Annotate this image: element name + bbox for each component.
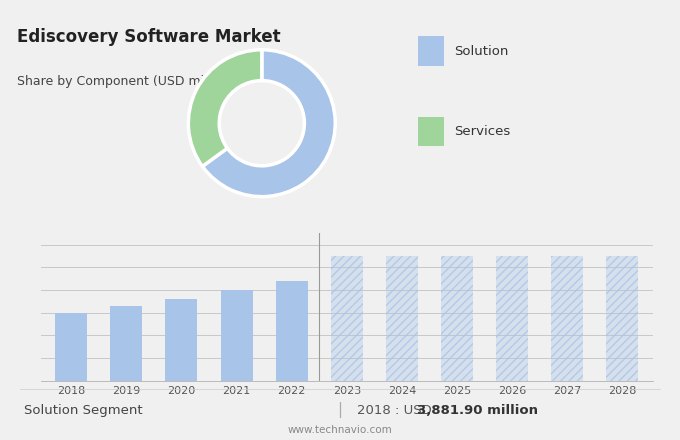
Bar xyxy=(386,256,418,381)
Text: 3,881.90 million: 3,881.90 million xyxy=(417,403,538,417)
Bar xyxy=(496,256,528,381)
Bar xyxy=(551,256,583,381)
Bar xyxy=(55,312,87,381)
Bar xyxy=(551,256,583,381)
Bar xyxy=(496,256,528,381)
Bar xyxy=(441,256,473,381)
Text: Solution Segment: Solution Segment xyxy=(24,403,142,417)
Bar xyxy=(607,256,639,381)
Text: Share by Component (USD million): Share by Component (USD million) xyxy=(17,75,235,88)
Bar xyxy=(330,256,363,381)
Bar xyxy=(418,117,444,146)
Text: Solution: Solution xyxy=(454,44,509,58)
Bar xyxy=(386,256,418,381)
Bar xyxy=(220,290,252,381)
Text: Services: Services xyxy=(454,125,511,138)
Bar xyxy=(275,281,307,381)
Text: Ediscovery Software Market: Ediscovery Software Market xyxy=(17,28,281,46)
Text: 2018 : USD: 2018 : USD xyxy=(357,403,436,417)
Text: www.technavio.com: www.technavio.com xyxy=(288,425,392,435)
Bar xyxy=(330,256,363,381)
Bar xyxy=(441,256,473,381)
Bar xyxy=(110,306,142,381)
Bar xyxy=(607,256,639,381)
Bar xyxy=(165,299,197,381)
Text: |: | xyxy=(337,402,343,418)
Wedge shape xyxy=(188,50,262,166)
Bar xyxy=(418,36,444,66)
Wedge shape xyxy=(203,50,335,197)
